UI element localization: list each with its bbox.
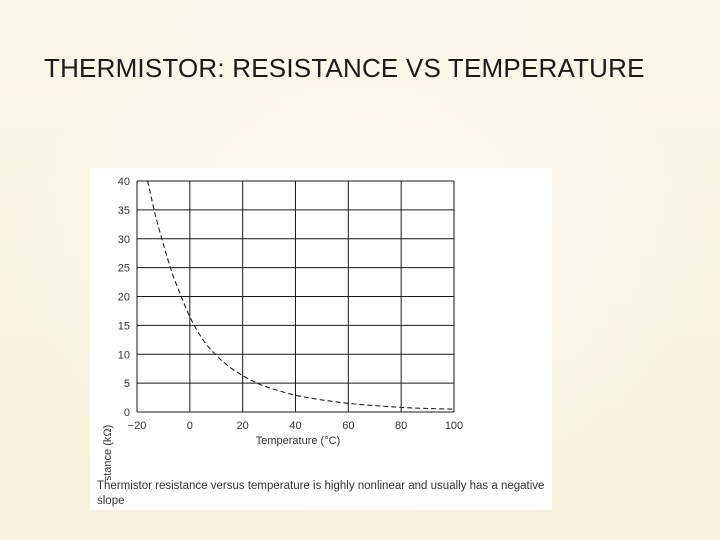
x-tick-labels: −20 0 20 40 60 80 100 — [128, 420, 464, 432]
x-tick-label: −20 — [128, 420, 147, 432]
y-axis-label: Resistance (kΩ) — [102, 425, 114, 480]
x-tick-label: 0 — [187, 420, 193, 432]
y-tick-label: 25 — [118, 263, 130, 275]
chart-figure: 0 5 10 15 20 25 30 35 40 −20 0 20 40 60 80 100 Resista… — [90, 168, 552, 510]
x-tick-label: 40 — [289, 420, 301, 432]
y-tick-labels: 0 5 10 15 20 25 30 35 40 — [118, 176, 130, 419]
figure-caption: Thermistor resistance versus temperature… — [97, 480, 545, 507]
data-curve-group — [147, 180, 455, 410]
x-tick-label: 80 — [395, 420, 407, 432]
y-tick-label: 0 — [124, 407, 130, 419]
slide-title: THERMISTOR: RESISTANCE VS TEMPERATURE — [44, 53, 645, 83]
y-tick-label: 35 — [118, 205, 130, 217]
x-axis-label: Temperature (°C) — [256, 435, 340, 447]
y-tick-label: 20 — [118, 292, 130, 304]
grid-lines — [136, 180, 455, 413]
y-tick-label: 15 — [118, 320, 130, 332]
y-tick-label: 10 — [118, 349, 130, 361]
y-tick-label: 40 — [118, 176, 130, 188]
x-tick-label: 60 — [342, 420, 354, 432]
y-tick-label: 30 — [118, 234, 130, 246]
x-tick-label: 100 — [445, 420, 463, 432]
resistance-curve — [147, 180, 455, 410]
x-tick-label: 20 — [237, 420, 249, 432]
y-tick-label: 5 — [124, 378, 130, 390]
